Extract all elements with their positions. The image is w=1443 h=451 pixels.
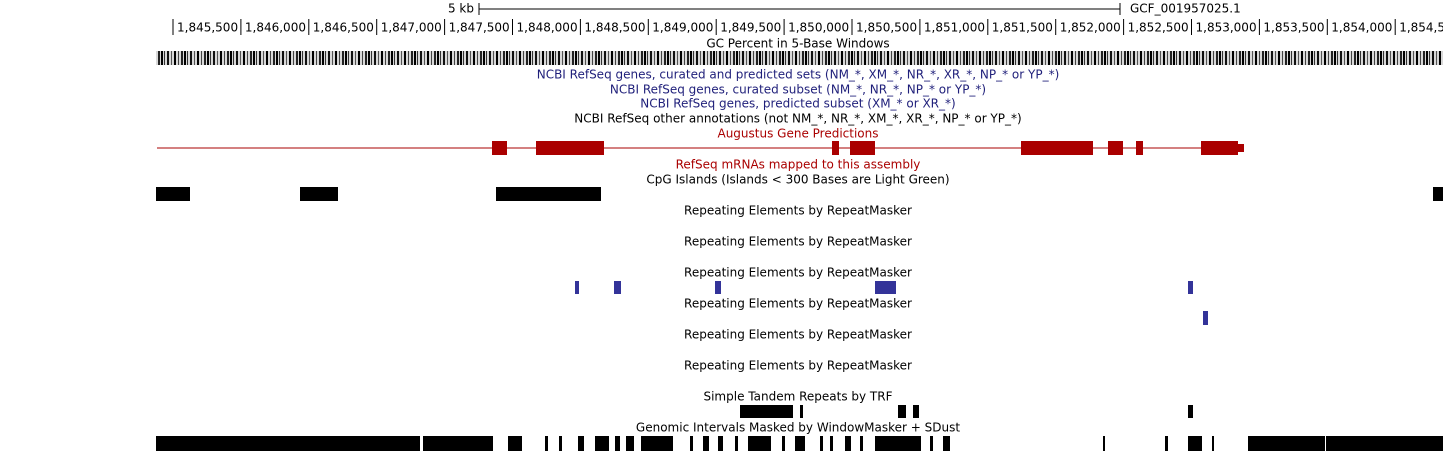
scale-label: 5 kb	[448, 2, 474, 16]
ruler: 1,845,500 1,846,000 1,846,500 1,847,000 1,84…	[172, 19, 1443, 35]
ruler-label: 1,849,500	[720, 21, 781, 35]
ruler-label: 1,850,500	[856, 21, 917, 35]
windowmasker-intervals	[156, 436, 1443, 451]
ruler-label: 1,846,500	[313, 21, 374, 35]
ruler-label: 1,848,500	[584, 21, 645, 35]
ruler-label: 1,852,000	[1060, 21, 1121, 35]
track-title: RefSeq mRNAs mapped to this assembly	[676, 158, 921, 172]
track-title: Repeating Elements by RepeatMasker	[684, 235, 912, 249]
ruler-label: 1,854,000	[1331, 21, 1392, 35]
assembly-label: GCF_001957025.1	[1130, 2, 1241, 16]
ruler-label: 1,853,000	[1196, 21, 1257, 35]
repeatmasker-features	[575, 281, 1208, 325]
ruler-label: 1,847,500	[449, 21, 510, 35]
ruler-label: 1,847,000	[381, 21, 442, 35]
track-title: Augustus Gene Predictions	[717, 127, 878, 141]
track-title: Repeating Elements by RepeatMasker	[684, 328, 912, 342]
augustus-gene	[157, 141, 1244, 155]
track-title: Genomic Intervals Masked by WindowMasker…	[636, 421, 960, 435]
ruler-label: 1,848,000	[517, 21, 578, 35]
track-title: NCBI RefSeq genes, curated and predicted…	[537, 68, 1060, 82]
track-title: Repeating Elements by RepeatMasker	[684, 266, 912, 280]
track-title: NCBI RefSeq other annotations (not NM_*,…	[574, 112, 1021, 126]
track-title: CpG Islands (Islands < 300 Bases are Lig…	[646, 173, 949, 187]
ruler-label: 1,851,500	[992, 21, 1053, 35]
ruler-label: 1,853,500	[1263, 21, 1324, 35]
ruler-label: 1,845,500	[177, 21, 238, 35]
track-title: Repeating Elements by RepeatMasker	[684, 359, 912, 373]
track-titles: GC Percent in 5-Base Windows NCBI RefSeq …	[537, 37, 1060, 435]
cpg-islands	[156, 187, 1443, 201]
ruler-label: 1,849,000	[652, 21, 713, 35]
track-title: Repeating Elements by RepeatMasker	[684, 297, 912, 311]
ruler-label: 1,851,000	[924, 21, 985, 35]
gc-percent-track	[156, 51, 1443, 65]
ruler-label: 1,852,500	[1128, 21, 1189, 35]
track-title: NCBI RefSeq genes, predicted subset (XM_…	[640, 97, 955, 111]
ruler-label: 1,846,000	[245, 21, 306, 35]
track-title: NCBI RefSeq genes, curated subset (NM_*,…	[610, 83, 986, 97]
scale-bar	[478, 3, 1121, 15]
track-title: GC Percent in 5-Base Windows	[706, 37, 889, 51]
trf-repeats	[740, 405, 1193, 418]
track-title: Repeating Elements by RepeatMasker	[684, 204, 912, 218]
track-title: Simple Tandem Repeats by TRF	[703, 390, 892, 404]
ruler-label: 1,850,000	[788, 21, 849, 35]
ruler-label: 1,854,500	[1399, 21, 1443, 35]
